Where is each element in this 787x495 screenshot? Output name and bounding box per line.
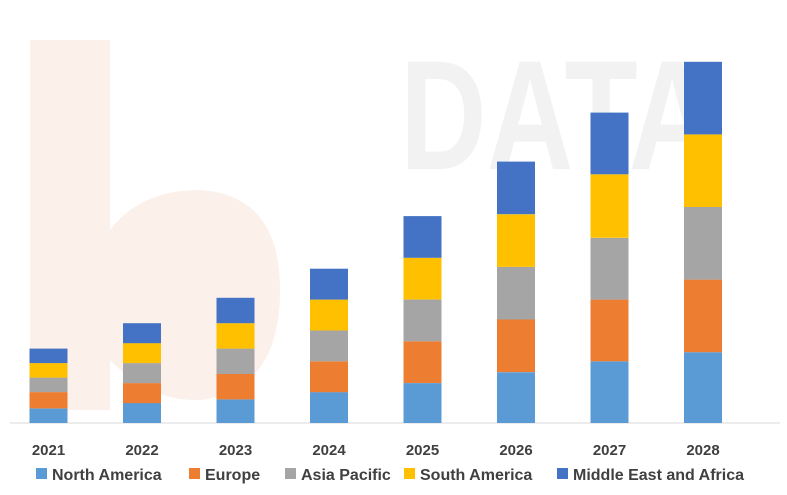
bar-segment-2028-middle-east-and-africa	[684, 61, 722, 135]
bar-segment-2023-middle-east-and-africa	[216, 297, 255, 324]
legend-swatch	[36, 468, 47, 479]
bars-group	[29, 61, 722, 423]
bar-segment-2023-north-america	[216, 399, 255, 423]
legend-label: North America	[52, 467, 162, 484]
bar-segment-2026-north-america	[497, 372, 535, 423]
bar-segment-2024-north-america	[310, 392, 348, 423]
x-tick-label: 2025	[406, 442, 439, 459]
bar-segment-2026-asia-pacific	[497, 266, 535, 320]
x-tick-label: 2027	[593, 442, 626, 459]
x-tick-labels: 2021 2022 2023 2024 2025 2026 2027 2028	[32, 442, 720, 459]
bar-segment-2025-europe	[403, 341, 442, 383]
x-tick-label: 2021	[32, 442, 65, 459]
legend-label: Middle East and Africa	[573, 467, 744, 484]
legend-item-middle-east-and-africa: Middle East and Africa	[557, 467, 744, 484]
legend-item-europe: Europe	[189, 467, 260, 484]
legend-item-south-america: South America	[404, 467, 532, 484]
legend-label: Europe	[205, 467, 260, 484]
bar-segment-2025-middle-east-and-africa	[403, 216, 442, 258]
legend-item-asia-pacific: Asia Pacific	[285, 467, 391, 484]
bar-segment-2021-south-america	[29, 363, 68, 378]
bar-segment-2026-europe	[497, 319, 535, 373]
x-tick-label: 2026	[499, 442, 532, 459]
bar-segment-2022-middle-east-and-africa	[123, 323, 161, 344]
bar-segment-2021-europe	[29, 392, 68, 409]
bar-segment-2024-middle-east-and-africa	[310, 268, 348, 300]
bar-segment-2027-asia-pacific	[590, 237, 629, 300]
legend-swatch	[404, 468, 415, 479]
bar-segment-2022-south-america	[123, 343, 161, 364]
bar-segment-2024-south-america	[310, 299, 348, 331]
watermark-text: DATA	[400, 29, 715, 203]
x-tick-label: 2022	[125, 442, 158, 459]
legend-item-north-america: North America	[36, 467, 162, 484]
bar-segment-2026-middle-east-and-africa	[497, 161, 535, 215]
x-tick-label: 2024	[312, 442, 346, 459]
bar-segment-2022-north-america	[123, 403, 161, 423]
bar-segment-2021-north-america	[29, 408, 68, 423]
bar-segment-2027-europe	[590, 299, 629, 362]
bar-segment-2024-asia-pacific	[310, 330, 348, 362]
bar-segment-2028-north-america	[684, 352, 722, 423]
bar-segment-2023-south-america	[216, 323, 255, 349]
x-tick-label: 2028	[686, 442, 719, 459]
bar-segment-2021-middle-east-and-africa	[29, 348, 68, 364]
bar-segment-2022-europe	[123, 383, 161, 404]
legend-swatch	[189, 468, 200, 479]
legend-swatch	[285, 468, 296, 479]
bar-segment-2025-north-america	[403, 383, 442, 423]
bar-segment-2028-europe	[684, 279, 722, 353]
bar-segment-2028-asia-pacific	[684, 207, 722, 280]
bar-segment-2023-europe	[216, 374, 255, 400]
bar-segment-2027-north-america	[590, 361, 629, 423]
bar-segment-2025-asia-pacific	[403, 299, 442, 342]
legend-label: South America	[420, 467, 532, 484]
legend-label: Asia Pacific	[301, 467, 391, 484]
bar-segment-2027-middle-east-and-africa	[590, 112, 629, 175]
bar-segment-2022-asia-pacific	[123, 363, 161, 384]
legend-swatch	[557, 468, 568, 479]
legend: North America Europe Asia Pacific South Ame…	[36, 467, 744, 484]
bar-segment-2024-europe	[310, 361, 348, 393]
bar-segment-2025-south-america	[403, 257, 442, 300]
bar-segment-2021-asia-pacific	[29, 377, 68, 393]
bar-segment-2028-south-america	[684, 134, 722, 207]
bar-segment-2023-asia-pacific	[216, 348, 255, 374]
bar-segment-2027-south-america	[590, 174, 629, 238]
bar-segment-2026-south-america	[497, 214, 535, 267]
x-tick-label: 2023	[219, 442, 252, 459]
